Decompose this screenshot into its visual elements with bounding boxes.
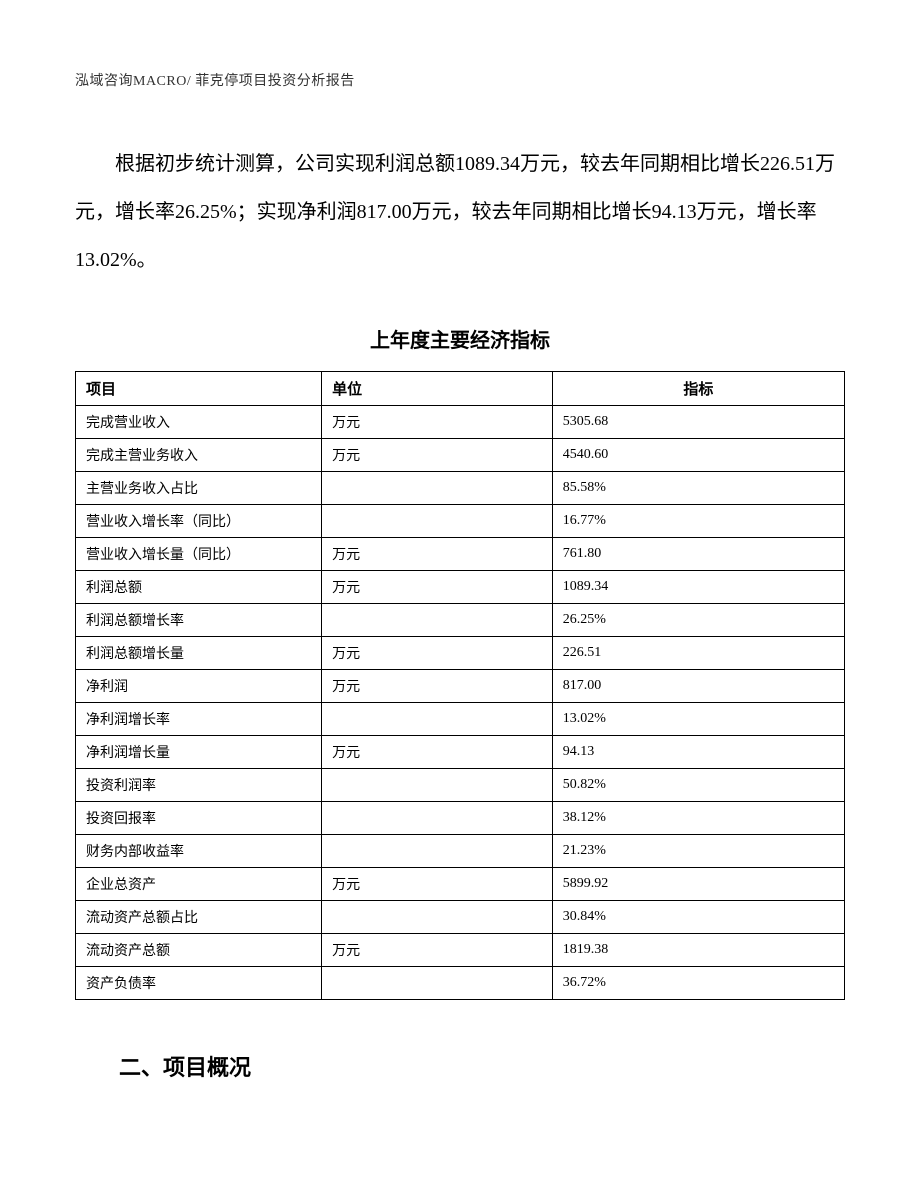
cell-value: 5899.92 — [552, 868, 844, 901]
cell-unit — [322, 472, 553, 505]
cell-value: 761.80 — [552, 538, 844, 571]
cell-unit — [322, 505, 553, 538]
cell-unit — [322, 802, 553, 835]
cell-value: 36.72% — [552, 967, 844, 1000]
table-row: 利润总额增长量万元226.51 — [76, 637, 845, 670]
economic-indicators-table: 项目 单位 指标 完成营业收入万元5305.68 完成主营业务收入万元4540.… — [75, 371, 845, 1000]
table-body: 完成营业收入万元5305.68 完成主营业务收入万元4540.60 主营业务收入… — [76, 406, 845, 1000]
table-row: 主营业务收入占比 85.58% — [76, 472, 845, 505]
cell-item: 财务内部收益率 — [76, 835, 322, 868]
table-row: 完成主营业务收入万元4540.60 — [76, 439, 845, 472]
table-title: 上年度主要经济指标 — [75, 324, 845, 353]
cell-unit: 万元 — [322, 637, 553, 670]
cell-item: 营业收入增长率（同比） — [76, 505, 322, 538]
cell-unit: 万元 — [322, 934, 553, 967]
cell-item: 净利润 — [76, 670, 322, 703]
cell-unit: 万元 — [322, 736, 553, 769]
cell-unit: 万元 — [322, 670, 553, 703]
cell-value: 85.58% — [552, 472, 844, 505]
table-row: 流动资产总额占比 30.84% — [76, 901, 845, 934]
cell-item: 流动资产总额占比 — [76, 901, 322, 934]
cell-item: 资产负债率 — [76, 967, 322, 1000]
cell-value: 4540.60 — [552, 439, 844, 472]
cell-value: 1819.38 — [552, 934, 844, 967]
table-row: 净利润增长率 13.02% — [76, 703, 845, 736]
cell-value: 30.84% — [552, 901, 844, 934]
cell-item: 流动资产总额 — [76, 934, 322, 967]
summary-paragraph: 根据初步统计测算，公司实现利润总额1089.34万元，较去年同期相比增长226.… — [75, 140, 845, 284]
cell-item: 利润总额增长量 — [76, 637, 322, 670]
cell-unit — [322, 967, 553, 1000]
cell-unit: 万元 — [322, 571, 553, 604]
cell-item: 净利润增长量 — [76, 736, 322, 769]
cell-item: 利润总额增长率 — [76, 604, 322, 637]
cell-unit: 万元 — [322, 406, 553, 439]
table-row: 完成营业收入万元5305.68 — [76, 406, 845, 439]
cell-item: 净利润增长率 — [76, 703, 322, 736]
cell-value: 5305.68 — [552, 406, 844, 439]
cell-item: 利润总额 — [76, 571, 322, 604]
cell-value: 50.82% — [552, 769, 844, 802]
table-row: 投资回报率 38.12% — [76, 802, 845, 835]
column-header-unit: 单位 — [322, 372, 553, 406]
cell-item: 投资回报率 — [76, 802, 322, 835]
cell-unit — [322, 604, 553, 637]
table-row: 利润总额万元1089.34 — [76, 571, 845, 604]
table-row: 净利润增长量万元94.13 — [76, 736, 845, 769]
table-row: 流动资产总额万元1819.38 — [76, 934, 845, 967]
cell-unit: 万元 — [322, 538, 553, 571]
cell-value: 1089.34 — [552, 571, 844, 604]
cell-unit: 万元 — [322, 868, 553, 901]
table-row: 利润总额增长率 26.25% — [76, 604, 845, 637]
column-header-value: 指标 — [552, 372, 844, 406]
cell-unit — [322, 703, 553, 736]
column-header-item: 项目 — [76, 372, 322, 406]
cell-item: 企业总资产 — [76, 868, 322, 901]
table-row: 投资利润率 50.82% — [76, 769, 845, 802]
table-header-row: 项目 单位 指标 — [76, 372, 845, 406]
cell-value: 38.12% — [552, 802, 844, 835]
cell-item: 完成营业收入 — [76, 406, 322, 439]
cell-item: 主营业务收入占比 — [76, 472, 322, 505]
cell-unit: 万元 — [322, 439, 553, 472]
table-row: 企业总资产万元5899.92 — [76, 868, 845, 901]
cell-value: 16.77% — [552, 505, 844, 538]
cell-item: 完成主营业务收入 — [76, 439, 322, 472]
table-row: 财务内部收益率 21.23% — [76, 835, 845, 868]
cell-item: 投资利润率 — [76, 769, 322, 802]
table-row: 营业收入增长率（同比） 16.77% — [76, 505, 845, 538]
cell-value: 21.23% — [552, 835, 844, 868]
table-row: 资产负债率 36.72% — [76, 967, 845, 1000]
cell-value: 26.25% — [552, 604, 844, 637]
cell-unit — [322, 835, 553, 868]
cell-value: 13.02% — [552, 703, 844, 736]
cell-unit — [322, 901, 553, 934]
cell-value: 226.51 — [552, 637, 844, 670]
table-row: 净利润万元817.00 — [76, 670, 845, 703]
page-header: 泓域咨询MACRO/ 菲克停项目投资分析报告 — [75, 70, 845, 90]
cell-value: 817.00 — [552, 670, 844, 703]
cell-item: 营业收入增长量（同比） — [76, 538, 322, 571]
cell-unit — [322, 769, 553, 802]
table-row: 营业收入增长量（同比）万元761.80 — [76, 538, 845, 571]
cell-value: 94.13 — [552, 736, 844, 769]
section-heading: 二、项目概况 — [75, 1050, 845, 1082]
